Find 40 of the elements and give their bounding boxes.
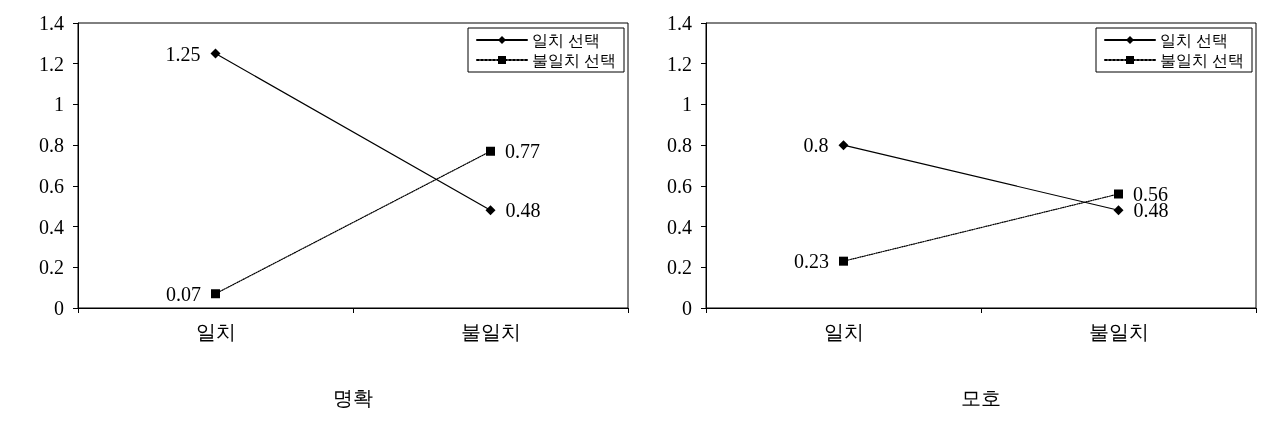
y-tick-label: 1.4 xyxy=(39,12,64,34)
y-tick-label: 1.4 xyxy=(667,12,692,34)
x-tick-label: 불일치 xyxy=(1088,321,1149,343)
x-axis-title: 명확 xyxy=(333,387,373,409)
y-tick-label: 1.2 xyxy=(667,52,692,75)
point xyxy=(1113,205,1124,216)
point xyxy=(485,205,496,216)
point xyxy=(210,48,221,59)
y-tick-label: 0.4 xyxy=(39,215,64,238)
point xyxy=(839,256,848,266)
y-tick-label: 1.2 xyxy=(39,52,64,75)
y-tick-label: 0.4 xyxy=(667,215,692,238)
x-tick-label: 일치 xyxy=(195,321,236,343)
y-tick-label: 0.8 xyxy=(39,134,64,157)
y-tick-label: 0.2 xyxy=(667,256,692,279)
y-tick-label: 1 xyxy=(682,93,692,116)
point xyxy=(486,146,495,156)
legend-label: 일치 선택 xyxy=(532,31,600,49)
data-label: 0.8 xyxy=(803,134,829,157)
data-label: 0.77 xyxy=(505,140,540,163)
x-tick-label: 일치 xyxy=(823,321,864,343)
y-tick-label: 0 xyxy=(54,297,64,319)
point xyxy=(838,140,849,151)
y-tick-label: 0.2 xyxy=(39,256,64,279)
x-tick-label: 불일치 xyxy=(460,321,521,343)
point xyxy=(211,289,220,299)
y-tick-label: 0.6 xyxy=(39,174,64,197)
data-label: 0.07 xyxy=(166,282,201,305)
y-tick-label: 1 xyxy=(54,93,64,116)
point xyxy=(1114,189,1123,199)
x-axis-title: 모호 xyxy=(961,387,1001,409)
data-label: 0.48 xyxy=(505,199,541,222)
y-tick-label: 0 xyxy=(682,297,692,319)
data-label: 0.23 xyxy=(794,250,829,273)
y-tick-label: 0.6 xyxy=(667,174,692,197)
y-tick-label: 0.8 xyxy=(667,134,692,157)
data-label: 1.25 xyxy=(165,42,201,65)
legend-label: 일치 선택 xyxy=(1160,31,1228,49)
legend-label: 불일치 선택 xyxy=(1160,51,1244,69)
legend-label: 불일치 선택 xyxy=(532,51,616,69)
